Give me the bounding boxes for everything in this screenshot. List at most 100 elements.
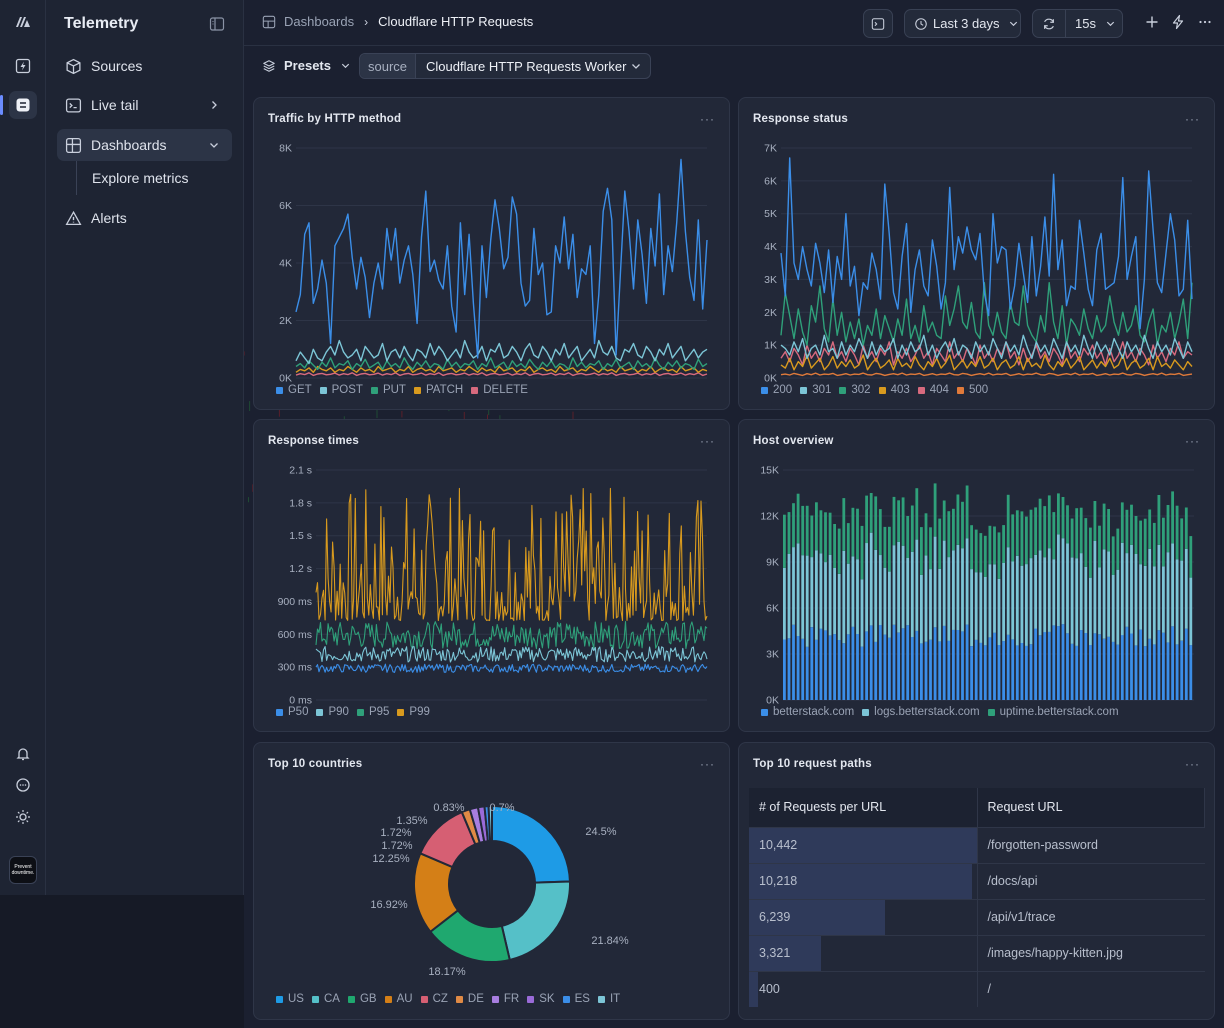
legend-label: FR	[503, 993, 520, 1005]
bar-segment	[1171, 543, 1174, 627]
panel-menu-icon[interactable]: ···	[700, 757, 715, 771]
legend-item[interactable]: P99	[397, 706, 430, 718]
column-header-count[interactable]: # of Requests per URL	[749, 788, 978, 827]
refresh-interval-select[interactable]: 15s	[1075, 16, 1096, 31]
legend-item[interactable]: PUT	[370, 384, 406, 396]
panel-menu-icon[interactable]: ···	[700, 112, 715, 126]
legend-label: CA	[323, 993, 340, 1005]
table-row[interactable]: 400 /	[749, 970, 1205, 1007]
legend-item[interactable]: CA	[311, 993, 340, 1005]
source-select[interactable]: source Cloudflare HTTP Requests Worker	[359, 53, 651, 79]
legend-item[interactable]: GET	[276, 384, 312, 396]
request-count-cell: 3,321	[749, 934, 978, 971]
legend-item[interactable]: 500	[956, 384, 988, 396]
bolt-icon[interactable]	[9, 52, 37, 80]
sidebar-collapse-icon[interactable]	[209, 16, 225, 32]
bar-segment	[1175, 559, 1179, 645]
logo-icon[interactable]	[9, 8, 37, 36]
legend-swatch	[761, 708, 768, 716]
bar-segment	[1006, 494, 1010, 548]
table-row[interactable]: 3,321/images/happy-kitten.jpg	[749, 934, 1205, 971]
legend-item[interactable]: 302	[839, 384, 871, 396]
panel-menu-icon[interactable]: ···	[1185, 757, 1200, 771]
legend-item[interactable]: ES	[562, 993, 590, 1005]
bar-segment	[824, 562, 827, 631]
bar-segment	[888, 571, 891, 638]
table-row[interactable]: 10,442/forgotten-password	[749, 826, 1205, 863]
bar-segment	[1184, 548, 1188, 629]
legend-item[interactable]: DELETE	[471, 384, 528, 396]
terminal-icon	[65, 97, 82, 113]
presets-button[interactable]: Presets	[262, 58, 351, 73]
bolt-icon[interactable]	[1170, 14, 1186, 30]
legend-item[interactable]: GB	[347, 993, 377, 1005]
legend-item[interactable]: PATCH	[413, 384, 463, 396]
panel-title: Response times	[268, 435, 359, 447]
legend-item[interactable]: FR	[491, 993, 520, 1005]
sidebar-item-alerts[interactable]: Alerts	[57, 202, 232, 234]
terminal-button[interactable]	[863, 9, 893, 38]
cube-icon	[66, 58, 81, 74]
bar-segment	[924, 513, 928, 556]
y-tick-label: 300 ms	[278, 662, 312, 674]
table-row[interactable]: 10,218/docs/api	[749, 862, 1205, 899]
legend-item[interactable]: AU	[384, 993, 413, 1005]
bar-segment	[833, 524, 836, 568]
legend-item[interactable]: POST	[319, 384, 363, 396]
sidebar-item-explore-metrics[interactable]: Explore metrics	[92, 170, 189, 186]
more-icon[interactable]	[1197, 14, 1213, 30]
legend-item[interactable]: CZ	[420, 993, 448, 1005]
legend-item[interactable]: P95	[356, 706, 389, 718]
bar-segment	[910, 637, 914, 700]
panel-menu-icon[interactable]: ···	[700, 434, 715, 448]
sun-icon[interactable]	[9, 803, 37, 831]
bar-segment	[1047, 631, 1051, 700]
legend-item[interactable]: SK	[527, 993, 555, 1005]
subnav-line	[76, 161, 77, 195]
bar-segment	[961, 501, 964, 549]
legend-swatch	[471, 386, 479, 394]
refresh-control[interactable]: 15s	[1032, 9, 1123, 38]
bottom-area	[0, 895, 244, 1028]
legend-item[interactable]: P90	[316, 706, 349, 718]
status-chart: 7K 6K 5K 4K 3K 2K 1K 0K	[764, 143, 1193, 385]
request-url: /api/v1/trace	[977, 898, 1205, 935]
bar-segment	[783, 639, 786, 700]
column-header-url[interactable]: Request URL	[977, 788, 1205, 827]
chat-icon[interactable]	[9, 771, 37, 799]
legend-item[interactable]: 404	[917, 384, 949, 396]
legend-item[interactable]: P50	[276, 706, 308, 718]
time-range-select[interactable]: Last 3 days	[904, 9, 1021, 38]
refresh-button[interactable]	[1033, 10, 1066, 37]
panel-menu-icon[interactable]: ···	[1185, 434, 1200, 448]
legend-item[interactable]: 200	[761, 384, 792, 396]
table-row[interactable]: 6,239/api/v1/trace	[749, 898, 1205, 935]
legend-item[interactable]: uptime.betterstack.com	[987, 706, 1119, 718]
legend-item[interactable]: 403	[878, 384, 910, 396]
bell-icon[interactable]	[9, 740, 37, 768]
panel-menu-icon[interactable]: ···	[1185, 112, 1200, 126]
series-line-404	[780, 341, 1193, 366]
sidebar-item-live-tail[interactable]: Live tail	[57, 89, 232, 121]
y-tick-label: 1K	[764, 340, 777, 352]
bar-segment	[801, 638, 805, 700]
legend-item[interactable]: US	[276, 993, 304, 1005]
plus-icon[interactable]	[1144, 14, 1160, 30]
bar-segment	[1139, 520, 1142, 565]
traffic-chart: 8K 6K 4K 2K 0K	[279, 143, 708, 385]
legend-item[interactable]: 301	[800, 384, 831, 396]
sidebar-item-sources[interactable]: Sources	[57, 50, 232, 82]
sidebar-item-dashboards[interactable]: Dashboards	[57, 129, 232, 161]
bar-segment	[1180, 560, 1184, 641]
bar-segment	[1029, 644, 1033, 700]
avatar[interactable]: Prevent downtime.	[9, 856, 37, 884]
legend-item[interactable]: betterstack.com	[761, 706, 854, 718]
breadcrumb-dashboards[interactable]: Dashboards	[284, 14, 355, 29]
legend-item[interactable]: IT	[597, 993, 620, 1005]
legend-item[interactable]: logs.betterstack.com	[862, 706, 980, 718]
bar-segment	[1029, 558, 1033, 645]
telemetry-icon[interactable]	[9, 91, 37, 119]
legend-item[interactable]: DE	[455, 993, 484, 1005]
bar-segment	[1125, 509, 1129, 554]
pie-label: 24.5%	[585, 826, 616, 838]
